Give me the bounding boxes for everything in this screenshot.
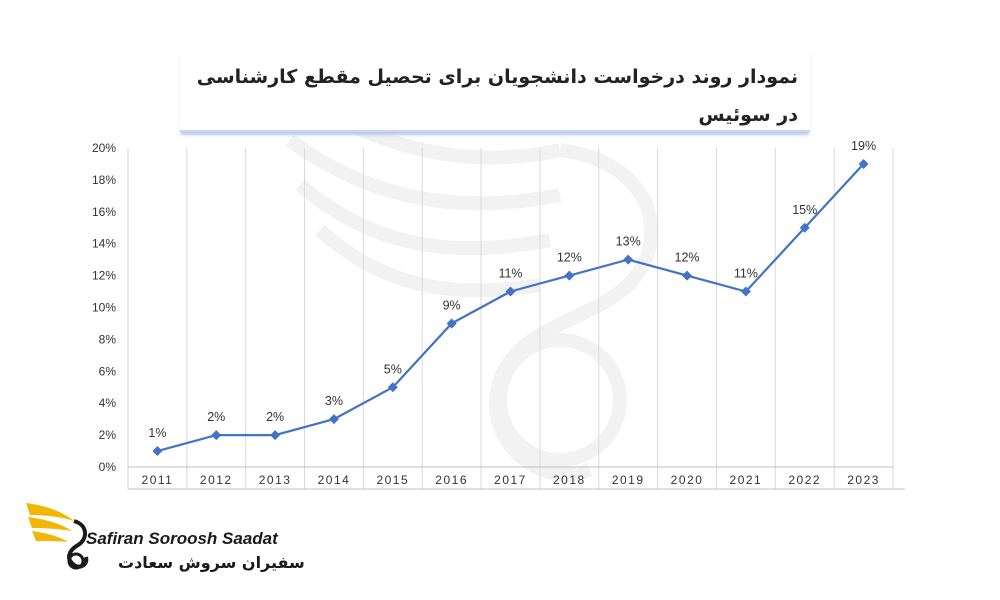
x-tick-label: 2018	[553, 473, 586, 487]
chart-title: نمودار روند درخواست دانشجویان برای تحصیل…	[196, 66, 798, 126]
data-label: 11%	[498, 267, 522, 281]
y-tick-label: 20%	[92, 141, 116, 155]
data-label: 1%	[148, 426, 166, 440]
data-point	[623, 254, 634, 265]
y-tick-label: 4%	[99, 396, 117, 410]
x-tick-label: 2023	[847, 473, 880, 487]
data-point	[564, 270, 575, 281]
data-point	[858, 158, 869, 169]
data-point	[740, 286, 751, 297]
y-tick-label: 12%	[92, 269, 116, 283]
data-point	[446, 318, 457, 329]
x-tick-label: 2011	[142, 473, 174, 487]
x-tick-label: 2017	[494, 473, 527, 487]
y-tick-label: 14%	[92, 237, 116, 251]
logo-name-fa: سفیران سروش سعادت	[118, 553, 305, 572]
x-tick-label: 2022	[788, 473, 821, 487]
x-tick-label: 2012	[200, 473, 233, 487]
y-tick-label: 8%	[99, 332, 117, 346]
y-tick-label: 10%	[92, 301, 116, 315]
x-tick-label: 2021	[730, 473, 763, 487]
data-label: 19%	[851, 139, 876, 153]
data-point	[152, 446, 163, 457]
y-tick-label: 0%	[99, 460, 117, 474]
y-tick-label: 18%	[92, 173, 116, 187]
y-tick-label: 16%	[92, 205, 116, 219]
x-tick-label: 2016	[435, 473, 468, 487]
data-label: 15%	[792, 203, 817, 217]
y-tick-label: 6%	[99, 364, 117, 378]
x-tick-label: 2019	[612, 473, 645, 487]
logo-wing-icon	[26, 503, 89, 570]
data-point	[211, 430, 222, 441]
data-label: 2%	[266, 410, 284, 424]
data-point	[799, 222, 810, 233]
x-tick-label: 2015	[376, 473, 409, 487]
x-tick-label: 2013	[259, 473, 292, 487]
data-label: 13%	[616, 235, 641, 249]
chart-title-box: نمودار روند درخواست دانشجویان برای تحصیل…	[180, 48, 810, 132]
data-label: 5%	[384, 362, 402, 376]
logo-name-en: Safiran Soroosh Saadat	[86, 529, 278, 548]
data-point	[505, 286, 516, 297]
x-tick-label: 2014	[318, 473, 351, 487]
watermark-wing-icon	[285, 89, 659, 482]
data-label: 12%	[675, 251, 700, 265]
x-tick-label: 2020	[671, 473, 704, 487]
data-label: 12%	[557, 251, 582, 265]
data-point	[682, 270, 693, 281]
data-label: 2%	[207, 410, 225, 424]
data-label: 9%	[443, 298, 461, 312]
data-point	[270, 430, 281, 441]
data-label: 3%	[325, 394, 343, 408]
data-label: 11%	[734, 267, 758, 281]
data-point	[328, 414, 339, 425]
company-logo: Safiran Soroosh Saadat سفیران سروش سعادت	[22, 495, 305, 585]
y-tick-label: 2%	[99, 428, 117, 442]
data-point	[387, 382, 398, 393]
